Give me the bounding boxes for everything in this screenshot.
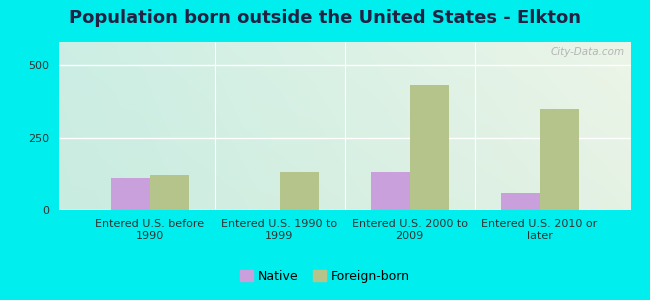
Bar (410, 85, 448, 210)
Bar (540, 109, 578, 210)
Legend: Native, Foreign-born: Native, Foreign-born (235, 265, 415, 288)
Text: City-Data.com: City-Data.com (551, 47, 625, 57)
Bar (111, 178, 150, 210)
Bar (370, 172, 410, 210)
Bar (500, 193, 540, 210)
Bar (150, 175, 188, 210)
Text: Population born outside the United States - Elkton: Population born outside the United State… (69, 9, 581, 27)
Bar (280, 172, 318, 210)
